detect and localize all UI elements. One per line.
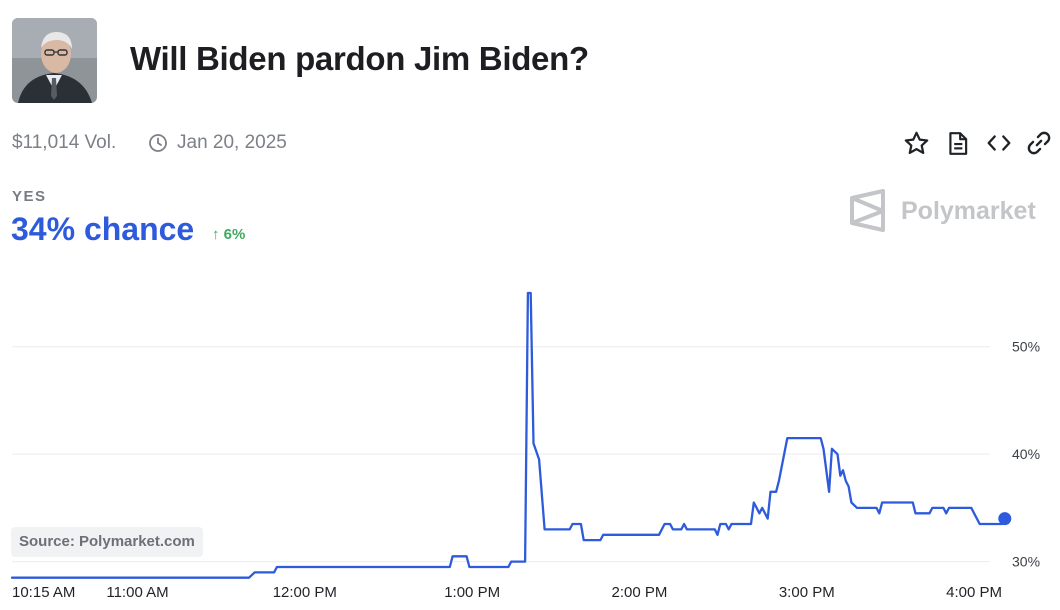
y-tick-label: 50% — [1012, 339, 1040, 355]
outcome-label: YES — [12, 188, 47, 205]
chance-value: 34% chance — [11, 211, 195, 247]
link-icon[interactable] — [1026, 130, 1052, 156]
x-tick-label: 10:15 AM — [12, 584, 75, 601]
y-tick-label: 40% — [1012, 446, 1040, 462]
clock-icon — [149, 134, 167, 152]
y-tick-label: 30% — [1012, 554, 1040, 570]
x-tick-label: 2:00 PM — [612, 584, 668, 601]
portrait-photo — [12, 18, 97, 103]
arrow-up-icon: ↑ — [212, 226, 220, 243]
x-tick-label: 12:00 PM — [273, 584, 337, 601]
code-embed-icon[interactable] — [986, 130, 1012, 156]
current-price-dot — [998, 512, 1012, 526]
x-tick-label: 3:00 PM — [779, 584, 835, 601]
star-icon[interactable] — [903, 130, 930, 157]
price-line — [10, 291, 1006, 579]
polymarket-logo — [850, 189, 885, 232]
end-date: Jan 20, 2025 — [177, 132, 287, 153]
source-label: Source: Polymarket.com — [11, 527, 203, 557]
market-avatar — [12, 18, 97, 103]
market-title: Will Biden pardon Jim Biden? — [130, 40, 589, 77]
change-value: 6% — [223, 226, 246, 243]
x-tick-label: 11:00 AM — [106, 584, 168, 601]
brand-name: Polymarket — [901, 197, 1036, 225]
x-tick-label: 4:00 PM — [946, 584, 1002, 601]
document-icon[interactable] — [945, 130, 971, 157]
x-tick-label: 1:00 PM — [444, 584, 500, 601]
change-indicator: ↑ 6% — [212, 226, 245, 243]
volume-text: $11,014 Vol. — [12, 132, 117, 153]
